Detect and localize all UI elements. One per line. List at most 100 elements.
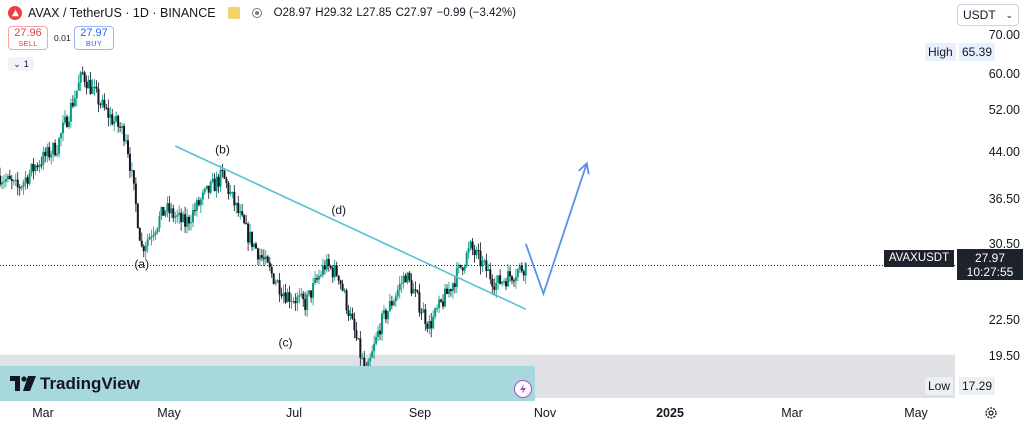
candle-body bbox=[408, 272, 411, 280]
y-tick-label: 60.00 bbox=[988, 66, 1020, 81]
candle-body bbox=[20, 186, 23, 189]
market-status-icon bbox=[251, 8, 262, 18]
currency-select[interactable]: USDT ⌄ bbox=[957, 4, 1019, 26]
candle-body bbox=[292, 300, 295, 302]
gear-icon[interactable] bbox=[984, 406, 998, 420]
candle-body bbox=[168, 203, 171, 214]
candle-body bbox=[463, 266, 466, 271]
candle-body bbox=[101, 99, 104, 105]
candle-body bbox=[146, 239, 149, 246]
candle-body bbox=[30, 163, 33, 174]
candle-body bbox=[473, 249, 476, 256]
candle-body bbox=[158, 216, 161, 228]
sell-button[interactable]: 27.96 SELL bbox=[8, 26, 48, 50]
candle-body bbox=[434, 308, 437, 317]
candle-body bbox=[85, 81, 88, 89]
candle-body bbox=[111, 114, 114, 125]
candle-body bbox=[156, 227, 159, 233]
x-tick-label: Jul bbox=[286, 406, 302, 420]
candle-body bbox=[113, 121, 116, 125]
candle-body bbox=[18, 187, 21, 189]
candle-body bbox=[430, 321, 433, 329]
open-value: O28.97 bbox=[273, 7, 312, 19]
candle-body bbox=[16, 179, 19, 188]
candle-body bbox=[402, 275, 405, 283]
candle-body bbox=[144, 245, 147, 252]
candle-body bbox=[26, 177, 29, 184]
candle-body bbox=[459, 264, 462, 268]
candle-body bbox=[67, 121, 70, 128]
candle-body bbox=[215, 176, 218, 192]
candle-body bbox=[377, 330, 380, 338]
candle-body bbox=[296, 296, 299, 304]
candle-body bbox=[329, 266, 332, 268]
candle-body bbox=[520, 265, 523, 272]
high-value-label: 65.39 bbox=[959, 43, 996, 62]
candle-body bbox=[237, 203, 240, 213]
candle-body bbox=[44, 151, 47, 157]
projection-arrowhead bbox=[578, 161, 590, 175]
candle-body bbox=[302, 293, 305, 300]
candle-body bbox=[445, 288, 448, 295]
candle-body bbox=[451, 283, 454, 292]
lightning-icon[interactable] bbox=[514, 380, 532, 398]
projection-path bbox=[524, 163, 588, 297]
candle-body bbox=[518, 265, 521, 270]
candle-body bbox=[469, 241, 472, 248]
low-value: L27.85 bbox=[356, 7, 392, 19]
price-axis[interactable]: 70.00 60.00 52.00 44.00 36.50 30.50 22.5… bbox=[925, 26, 1024, 400]
candle-body bbox=[119, 126, 122, 128]
currency-value: USDT bbox=[963, 8, 996, 22]
candle-body bbox=[381, 313, 383, 335]
candle-body bbox=[93, 86, 96, 88]
candle-body bbox=[99, 104, 102, 106]
y-tick-label: 70.00 bbox=[988, 28, 1020, 43]
x-tick-label: Sep bbox=[408, 406, 432, 420]
candle-body bbox=[89, 79, 92, 94]
candle-body bbox=[128, 153, 131, 171]
candle-body bbox=[510, 276, 513, 281]
candle-body bbox=[105, 107, 108, 109]
candle-body bbox=[227, 182, 230, 195]
indicators-collapse-button[interactable]: ⌄ 1 bbox=[8, 57, 34, 71]
candle-body bbox=[512, 280, 515, 282]
candle-body bbox=[130, 170, 133, 172]
candle-body bbox=[205, 185, 208, 189]
candle-body bbox=[28, 173, 31, 184]
y-tick-label: 30.50 bbox=[988, 236, 1020, 251]
candle-body bbox=[235, 203, 238, 206]
candle-body bbox=[58, 138, 61, 154]
candle-body bbox=[203, 188, 206, 193]
candle-body bbox=[160, 207, 163, 217]
candle-body bbox=[81, 72, 84, 74]
candle-body bbox=[225, 178, 228, 183]
x-tick-label: May bbox=[157, 406, 181, 420]
candle-body bbox=[487, 269, 490, 272]
candle-body bbox=[241, 211, 244, 216]
candle-body bbox=[65, 116, 68, 128]
candle-body bbox=[247, 223, 250, 243]
candle-body bbox=[345, 290, 348, 311]
low-value-label: 17.29 bbox=[959, 377, 996, 396]
candle-body bbox=[79, 72, 82, 83]
flag-icon[interactable] bbox=[227, 7, 240, 19]
y-tick-label: 22.50 bbox=[988, 313, 1020, 328]
candle-body bbox=[62, 122, 65, 134]
candle-body bbox=[52, 142, 55, 155]
last-price-tag: 27.97 10:27:55 bbox=[957, 249, 1023, 280]
candle-body bbox=[264, 256, 267, 260]
price-chart[interactable]: (a)(b)(c)(d)(e) bbox=[0, 26, 955, 400]
candle-body bbox=[465, 252, 468, 267]
candle-body bbox=[24, 177, 27, 183]
candle-body bbox=[483, 260, 486, 262]
buy-button[interactable]: 27.97 BUY bbox=[74, 26, 114, 50]
candle-body bbox=[491, 279, 494, 287]
candle-body bbox=[136, 203, 139, 228]
candle-body bbox=[197, 200, 200, 205]
symbol-price-tag: AVAXUSDT bbox=[884, 250, 954, 267]
symbol-title[interactable]: AVAX / TetherUS · 1D · BINANCE bbox=[28, 6, 216, 20]
buy-label: BUY bbox=[85, 39, 103, 49]
candle-body bbox=[42, 151, 45, 165]
candle-body bbox=[75, 90, 78, 99]
candle-body bbox=[2, 181, 5, 183]
